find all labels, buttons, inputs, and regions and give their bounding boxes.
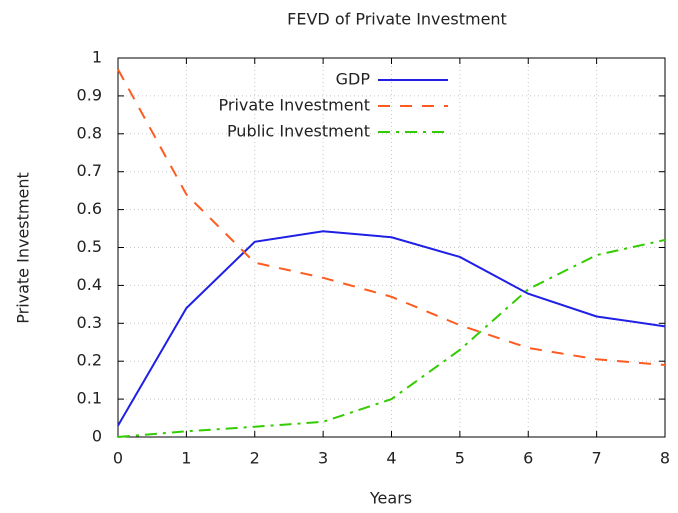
data-line [117,68,666,366]
y-tick-label: 0.8 [77,123,102,142]
x-tick-label: 6 [523,449,533,468]
x-tick-label: 2 [250,449,260,468]
y-tick-label: 0 [92,427,102,446]
y-tick-label: 0.5 [77,237,102,256]
x-tick-label: 0 [113,449,123,468]
x-tick-label: 7 [592,449,602,468]
legend-label: Public Investment [227,122,370,141]
x-tick-label: 3 [318,449,328,468]
data-line [117,238,666,438]
y-axis-label: Private Investment [14,172,33,324]
data-line [117,230,666,427]
legend-label: Private Investment [219,96,371,115]
y-tick-label: 0.2 [77,351,102,370]
y-tick-label: 0.6 [77,199,102,218]
x-axis-label: Years [369,489,412,508]
x-tick-label: 8 [660,449,670,468]
y-tick-label: 0.9 [77,85,102,104]
chart-title: FEVD of Private Investment [287,10,507,29]
y-tick-label: 0.4 [77,275,102,294]
x-tick-label: 1 [181,449,191,468]
y-tick-label: 0.7 [77,161,102,180]
y-tick-label: 1 [92,48,102,67]
x-tick-label: 5 [455,449,465,468]
legend-label: GDP [336,70,371,89]
plot-frame [117,57,666,438]
x-tick-label: 4 [386,449,396,468]
y-tick-label: 0.3 [77,313,102,332]
y-tick-label: 0.1 [77,389,102,408]
